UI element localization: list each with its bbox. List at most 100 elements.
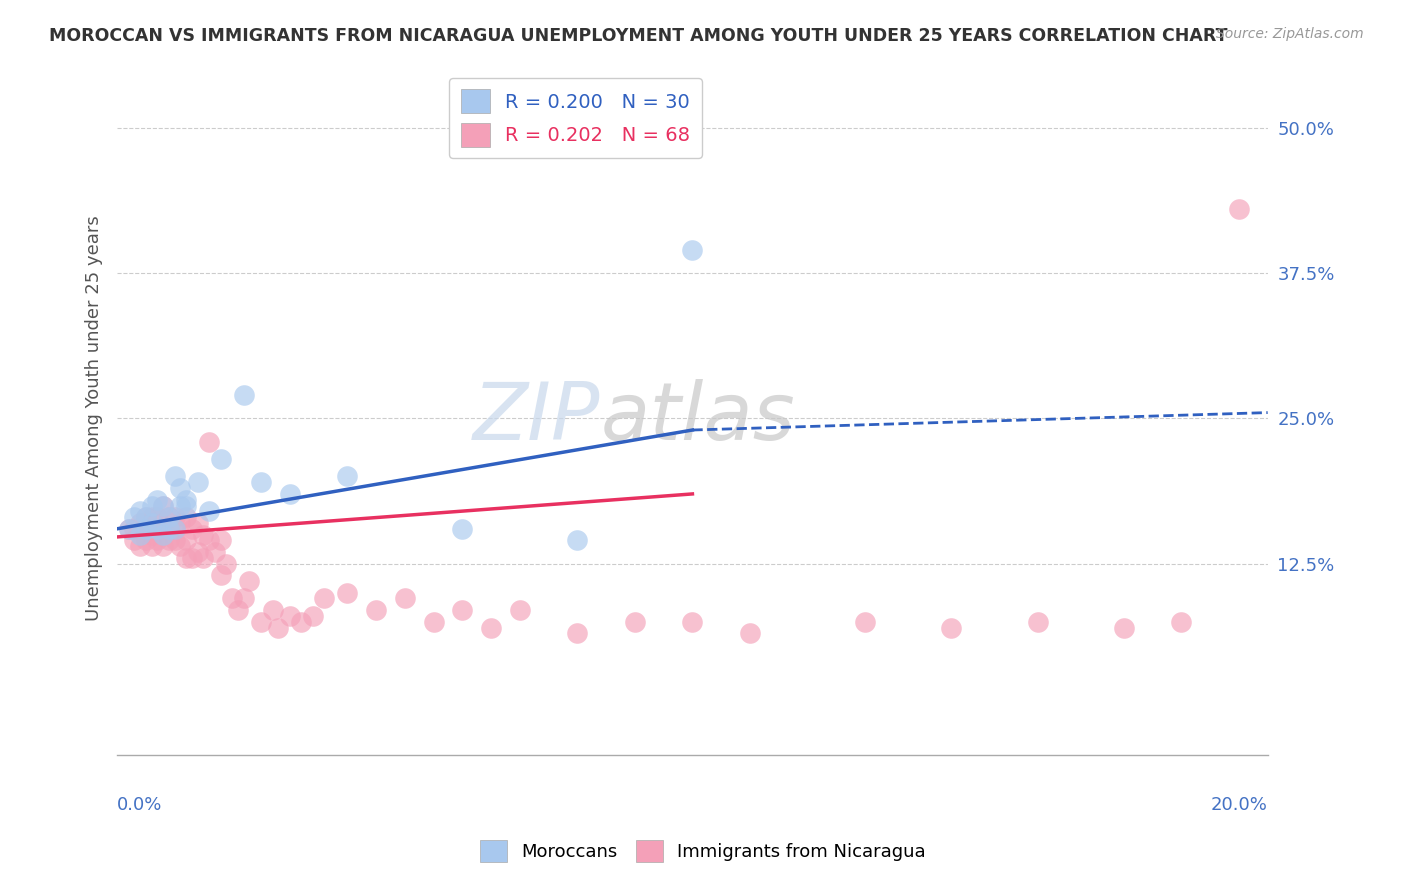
Point	[169, 539, 191, 553]
Point	[163, 533, 186, 548]
Point	[118, 522, 141, 536]
Point	[451, 522, 474, 536]
Point	[129, 504, 152, 518]
Point	[141, 516, 163, 530]
Point	[250, 475, 273, 490]
Point	[135, 533, 157, 548]
Point	[146, 522, 169, 536]
Point	[193, 527, 215, 541]
Point	[250, 615, 273, 629]
Point	[681, 615, 703, 629]
Point	[364, 603, 387, 617]
Point	[278, 487, 301, 501]
Point	[187, 545, 209, 559]
Point	[198, 533, 221, 548]
Point	[314, 591, 336, 606]
Point	[1227, 202, 1250, 217]
Point	[124, 522, 146, 536]
Y-axis label: Unemployment Among Youth under 25 years: Unemployment Among Youth under 25 years	[86, 216, 103, 621]
Point	[738, 626, 761, 640]
Point	[157, 510, 180, 524]
Point	[152, 539, 174, 553]
Point	[209, 568, 232, 582]
Point	[262, 603, 284, 617]
Point	[169, 481, 191, 495]
Point	[336, 585, 359, 599]
Point	[157, 522, 180, 536]
Point	[509, 603, 531, 617]
Point	[152, 499, 174, 513]
Point	[174, 492, 197, 507]
Point	[135, 510, 157, 524]
Point	[174, 533, 197, 548]
Point	[181, 550, 204, 565]
Point	[163, 522, 186, 536]
Point	[146, 510, 169, 524]
Point	[1112, 621, 1135, 635]
Point	[141, 510, 163, 524]
Point	[451, 603, 474, 617]
Point	[174, 550, 197, 565]
Point	[198, 434, 221, 449]
Point	[169, 516, 191, 530]
Point	[1026, 615, 1049, 629]
Point	[187, 516, 209, 530]
Point	[174, 499, 197, 513]
Point	[267, 621, 290, 635]
Point	[146, 492, 169, 507]
Point	[567, 533, 589, 548]
Point	[141, 539, 163, 553]
Point	[135, 510, 157, 524]
Legend: R = 0.200   N = 30, R = 0.202   N = 68: R = 0.200 N = 30, R = 0.202 N = 68	[449, 78, 702, 158]
Point	[238, 574, 260, 588]
Point	[336, 469, 359, 483]
Point	[135, 522, 157, 536]
Point	[157, 510, 180, 524]
Point	[124, 533, 146, 548]
Text: 20.0%: 20.0%	[1211, 796, 1268, 814]
Point	[681, 243, 703, 257]
Text: 0.0%: 0.0%	[117, 796, 163, 814]
Point	[152, 499, 174, 513]
Text: atlas: atlas	[600, 379, 796, 458]
Point	[152, 522, 174, 536]
Point	[129, 516, 152, 530]
Point	[479, 621, 502, 635]
Point	[146, 522, 169, 536]
Point	[129, 527, 152, 541]
Point	[129, 539, 152, 553]
Point	[181, 522, 204, 536]
Point	[146, 533, 169, 548]
Point	[124, 510, 146, 524]
Point	[157, 522, 180, 536]
Point	[232, 591, 254, 606]
Legend: Moroccans, Immigrants from Nicaragua: Moroccans, Immigrants from Nicaragua	[472, 833, 934, 870]
Point	[163, 469, 186, 483]
Point	[204, 545, 226, 559]
Point	[174, 510, 197, 524]
Point	[209, 452, 232, 467]
Point	[209, 533, 232, 548]
Point	[941, 621, 963, 635]
Point	[624, 615, 647, 629]
Point	[853, 615, 876, 629]
Text: MOROCCAN VS IMMIGRANTS FROM NICARAGUA UNEMPLOYMENT AMONG YOUTH UNDER 25 YEARS CO: MOROCCAN VS IMMIGRANTS FROM NICARAGUA UN…	[49, 27, 1227, 45]
Point	[394, 591, 416, 606]
Point	[152, 527, 174, 541]
Point	[163, 510, 186, 524]
Text: ZIP: ZIP	[472, 379, 600, 458]
Point	[290, 615, 312, 629]
Point	[226, 603, 249, 617]
Point	[422, 615, 444, 629]
Point	[215, 557, 238, 571]
Point	[141, 527, 163, 541]
Point	[118, 522, 141, 536]
Point	[157, 533, 180, 548]
Point	[169, 499, 191, 513]
Point	[187, 475, 209, 490]
Point	[221, 591, 243, 606]
Point	[135, 522, 157, 536]
Point	[278, 608, 301, 623]
Point	[301, 608, 323, 623]
Text: Source: ZipAtlas.com: Source: ZipAtlas.com	[1216, 27, 1364, 41]
